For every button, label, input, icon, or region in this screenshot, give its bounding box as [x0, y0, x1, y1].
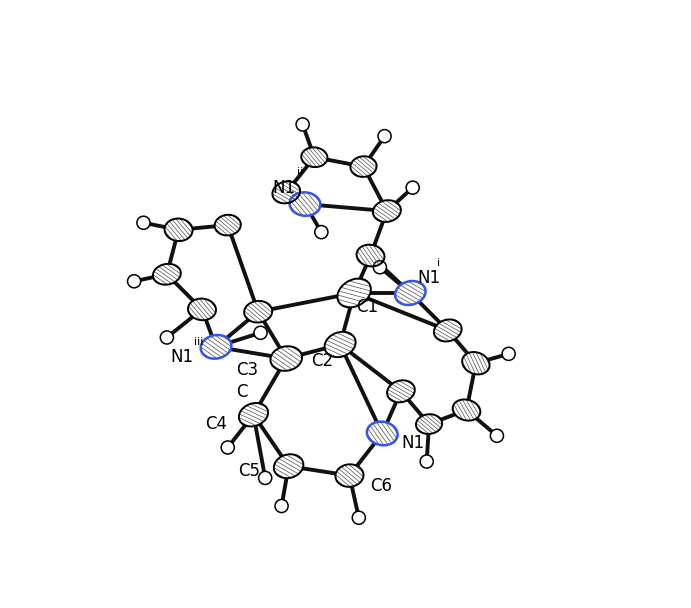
- Text: ii: ii: [296, 167, 303, 178]
- Circle shape: [160, 331, 173, 344]
- Text: C4: C4: [205, 415, 227, 433]
- Circle shape: [352, 511, 366, 524]
- Ellipse shape: [239, 403, 268, 426]
- Ellipse shape: [337, 278, 371, 308]
- Circle shape: [378, 130, 391, 143]
- Text: N1: N1: [272, 179, 296, 196]
- Ellipse shape: [453, 399, 480, 421]
- Ellipse shape: [395, 281, 426, 305]
- Circle shape: [275, 499, 288, 513]
- Text: N1: N1: [417, 269, 440, 287]
- Ellipse shape: [164, 218, 193, 241]
- Circle shape: [315, 226, 328, 239]
- Ellipse shape: [387, 380, 415, 402]
- Circle shape: [221, 441, 234, 454]
- Circle shape: [137, 216, 150, 229]
- Text: C2: C2: [311, 352, 333, 370]
- Text: C5: C5: [238, 462, 261, 480]
- Ellipse shape: [335, 465, 363, 487]
- Ellipse shape: [188, 299, 216, 320]
- Text: i: i: [437, 258, 440, 268]
- Text: iii: iii: [194, 337, 204, 347]
- Circle shape: [373, 261, 386, 274]
- Ellipse shape: [373, 200, 401, 222]
- Circle shape: [254, 326, 267, 339]
- Ellipse shape: [272, 181, 300, 203]
- Text: N1: N1: [171, 348, 193, 366]
- Ellipse shape: [434, 319, 462, 342]
- Ellipse shape: [462, 352, 489, 375]
- Circle shape: [502, 347, 515, 361]
- Ellipse shape: [416, 414, 442, 434]
- Ellipse shape: [215, 215, 241, 235]
- Text: N1: N1: [401, 434, 424, 452]
- Text: C3: C3: [236, 361, 258, 379]
- Circle shape: [406, 181, 419, 194]
- Text: C: C: [236, 383, 247, 401]
- Ellipse shape: [290, 192, 321, 216]
- Circle shape: [491, 429, 504, 443]
- Ellipse shape: [274, 454, 303, 478]
- Ellipse shape: [270, 346, 302, 371]
- Circle shape: [258, 471, 272, 485]
- Circle shape: [128, 275, 141, 288]
- Ellipse shape: [350, 156, 377, 177]
- Ellipse shape: [357, 244, 384, 266]
- Ellipse shape: [325, 332, 356, 357]
- Ellipse shape: [301, 147, 328, 167]
- Circle shape: [420, 455, 433, 468]
- Ellipse shape: [367, 421, 397, 445]
- Ellipse shape: [200, 335, 231, 359]
- Ellipse shape: [153, 264, 181, 285]
- Text: C6: C6: [370, 477, 392, 495]
- Ellipse shape: [244, 301, 272, 322]
- Text: C1: C1: [357, 298, 379, 316]
- Circle shape: [296, 118, 309, 131]
